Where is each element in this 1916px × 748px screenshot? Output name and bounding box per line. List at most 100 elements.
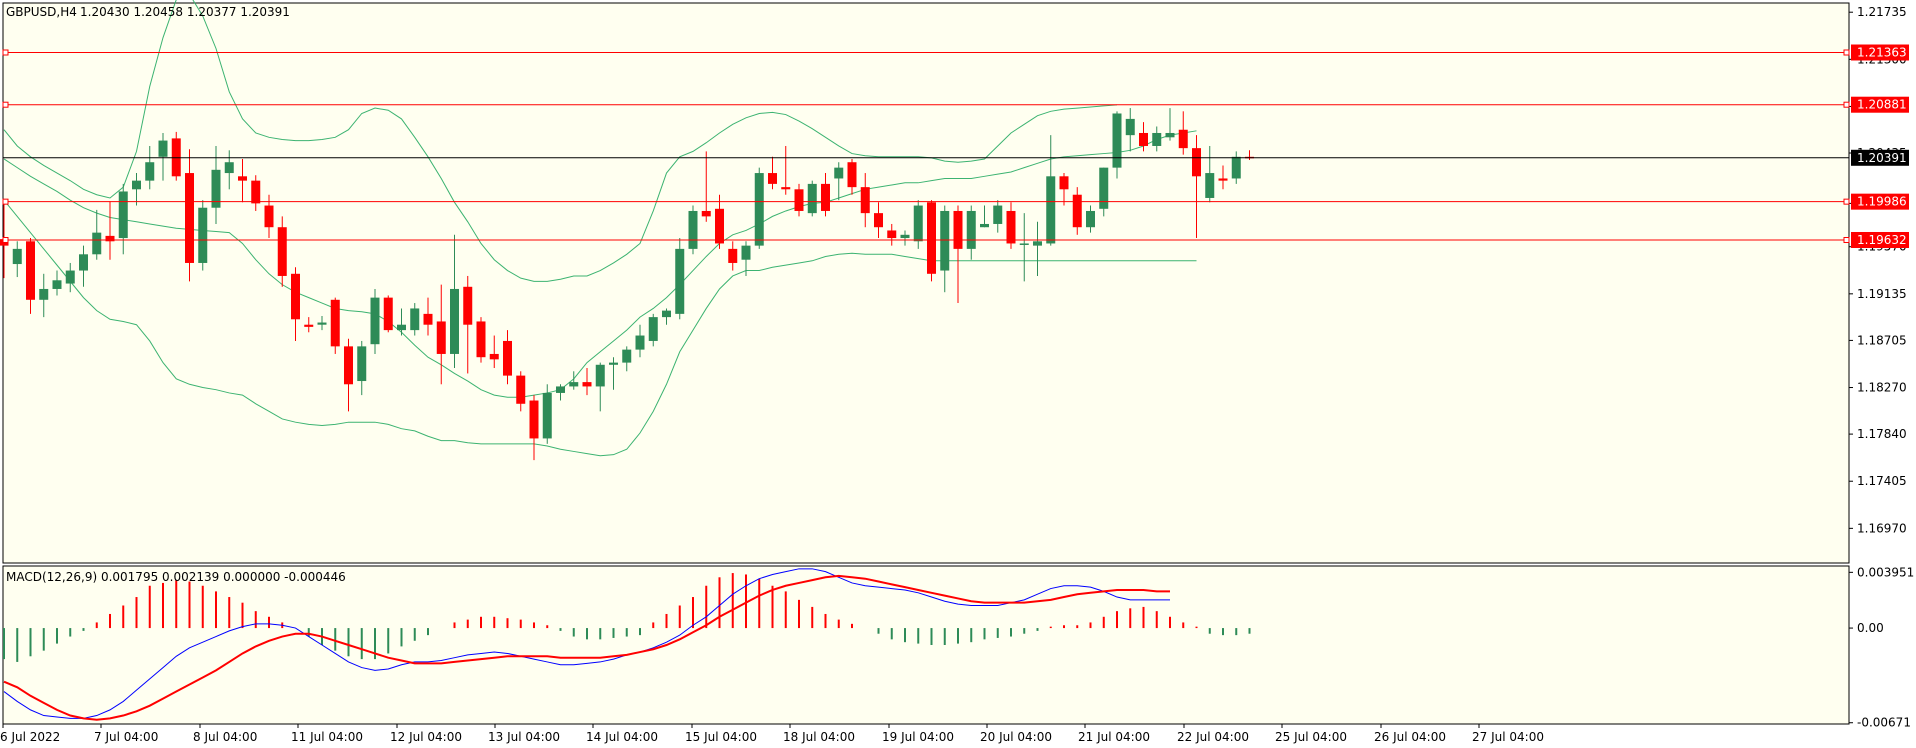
candle-bear <box>1139 132 1148 146</box>
candle-bull <box>397 324 406 331</box>
level-anchor-left <box>2 236 9 243</box>
time-tick-label: 6 Jul 2022 <box>0 730 60 744</box>
time-tick-label: 19 Jul 04:00 <box>882 730 954 744</box>
candle-bull <box>1046 176 1056 244</box>
time-tick-label: 11 Jul 04:00 <box>291 730 363 744</box>
time-tick-label: 21 Jul 04:00 <box>1078 730 1150 744</box>
candle-bull <box>569 382 579 387</box>
candle-bear <box>423 313 433 325</box>
symbol-label: GBPUSD,H4 <box>6 5 77 19</box>
candle-bull <box>609 362 618 365</box>
candle-bull <box>1086 210 1095 228</box>
candle-bull <box>92 232 102 255</box>
candle-bull <box>1125 118 1135 136</box>
candle-bear <box>476 321 486 358</box>
candle-bear <box>503 340 512 376</box>
ohlc-readout: 1.20430 1.20458 1.20377 1.20391 <box>80 5 290 19</box>
candle-bear <box>291 273 300 320</box>
time-tick-label: 26 Jul 04:00 <box>1374 730 1446 744</box>
candle-bull <box>595 364 605 387</box>
candle-bear <box>927 202 936 274</box>
candle-bull <box>556 386 565 393</box>
candle-bear <box>436 321 446 354</box>
candle-bear <box>463 286 473 325</box>
candle-bear <box>1072 194 1082 228</box>
candle-bull <box>900 234 910 239</box>
macd-tick-label: 0.00 <box>1857 621 1884 635</box>
time-tick-label: 22 Jul 04:00 <box>1177 730 1249 744</box>
candle-bull <box>1112 113 1122 168</box>
time-tick-label: 20 Jul 04:00 <box>980 730 1052 744</box>
level-price-label: 1.21363 <box>1857 46 1907 60</box>
candle-bull <box>145 162 155 181</box>
candle-bear <box>529 400 539 439</box>
candle-bull <box>980 223 989 228</box>
candle-bull <box>79 254 88 271</box>
candle-bear <box>238 176 247 181</box>
candle-bear <box>821 183 830 211</box>
horizontal-levels[interactable]: 1.21363 1.20881 1.19986 1.19632 1.20391 <box>2 44 1909 248</box>
candle-bull <box>675 248 685 314</box>
candle-bear <box>768 173 777 184</box>
price-panel[interactable] <box>2 2 1850 564</box>
candle-bear <box>794 189 804 211</box>
time-tick-label: 13 Jul 04:00 <box>488 730 560 744</box>
candle-bull <box>410 308 420 331</box>
time-axis: 6 Jul 2022 7 Jul 04:00 8 Jul 04:00 11 Jul 0… <box>0 724 1544 744</box>
candle-bull <box>1019 243 1029 245</box>
candle-bull <box>1231 156 1241 179</box>
candle-bear <box>728 248 738 263</box>
price-tick-label: 1.16970 <box>1857 521 1907 535</box>
candle-bull <box>993 205 1003 224</box>
level-price-badge <box>1851 96 1909 113</box>
candle-bull <box>65 270 75 284</box>
level-anchor-right <box>1843 236 1850 243</box>
candle-bull <box>834 167 844 179</box>
candlestick-series <box>0 108 1254 461</box>
candle-bear <box>251 180 261 204</box>
candle-bear <box>582 382 592 387</box>
level-anchor-left <box>2 198 9 205</box>
candle-bull <box>39 288 49 300</box>
candle-bear <box>26 241 35 300</box>
macd-tick-label: 0.003951 <box>1857 565 1914 579</box>
time-tick-label: 25 Jul 04:00 <box>1275 730 1347 744</box>
price-tick-label: 1.21735 <box>1857 5 1907 19</box>
candle-bull <box>635 335 645 350</box>
candle-bull <box>118 191 128 239</box>
candle-bull <box>12 248 22 265</box>
candle-bull <box>1165 132 1175 138</box>
level-price-badge <box>1851 193 1909 210</box>
candle-bull <box>158 140 168 157</box>
candle-bull <box>542 392 552 439</box>
level-price-label: 1.19632 <box>1857 233 1907 247</box>
current-price-badge <box>1851 149 1909 166</box>
price-tick-label: 1.18270 <box>1857 381 1907 395</box>
current-price-label: 1.20391 <box>1857 151 1907 165</box>
candle-bull <box>807 183 817 214</box>
candle-bear <box>330 299 340 347</box>
candle-bear <box>1178 129 1188 149</box>
price-axis: 1.217351.213001.208651.204351.199701.195… <box>1849 5 1907 535</box>
candle-bear <box>1059 176 1069 190</box>
candle-bull <box>662 310 671 318</box>
candle-bear <box>1192 148 1201 177</box>
candle-bear <box>701 210 711 217</box>
macd-panel[interactable] <box>2 565 1850 725</box>
level-price-label: 1.19986 <box>1857 195 1907 209</box>
macd-tick-label: -0.00671 <box>1857 716 1911 730</box>
candle-bear <box>847 162 857 188</box>
candle-bull <box>132 180 141 190</box>
candle-bull <box>370 297 380 345</box>
candle-bull <box>1099 167 1109 209</box>
time-tick-label: 8 Jul 04:00 <box>193 730 257 744</box>
candle-bull <box>940 210 950 271</box>
candle-bull <box>198 207 208 263</box>
candle-bear <box>860 187 870 214</box>
candle-bull <box>1152 132 1162 146</box>
candle-bull <box>754 173 764 246</box>
candle-bear <box>887 230 897 239</box>
candle-bear <box>105 235 115 242</box>
candle-bull <box>224 162 234 174</box>
